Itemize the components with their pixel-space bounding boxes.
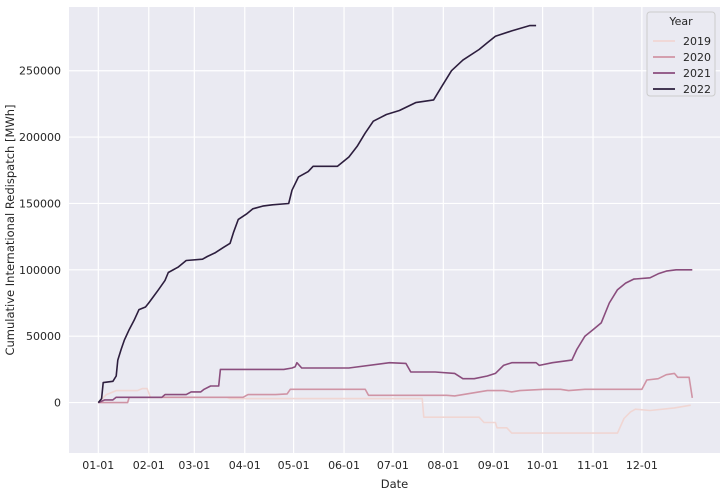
y-tick-label: 0 (54, 397, 61, 410)
legend-box (646, 11, 716, 97)
legend-label-2020: 2020 (683, 51, 711, 64)
y-tick-label: 250000 (19, 65, 61, 78)
y-tick-label: 50000 (26, 330, 61, 343)
series-lines (97, 24, 694, 434)
x-tick-label: 07-01 (377, 459, 409, 472)
x-tick-label: 12-01 (626, 459, 658, 472)
y-tick-label: 200000 (19, 131, 61, 144)
series-line-2020 (98, 372, 694, 404)
y-tick-label: 150000 (19, 197, 61, 210)
y-tick-labels: 0 50000 100000 150000 200000 250000 (19, 65, 61, 410)
x-tick-label: 06-01 (328, 459, 360, 472)
legend-label-2021: 2021 (683, 67, 711, 80)
x-axis-title: Date (381, 477, 409, 491)
series-line-2022 (97, 24, 537, 404)
legend-label-2019: 2019 (683, 35, 711, 48)
series-line-2021 (97, 269, 693, 404)
x-tick-label: 04-01 (229, 459, 261, 472)
x-tick-label: 01-01 (82, 459, 114, 472)
x-tick-label: 05-01 (278, 459, 310, 472)
series-line-2019 (97, 387, 691, 434)
x-tick-label: 03-01 (178, 459, 210, 472)
x-tick-label: 02-01 (133, 459, 165, 472)
x-tick-label: 08-01 (427, 459, 459, 472)
x-tick-label: 11-01 (577, 459, 609, 472)
x-tick-labels: 01-01 02-01 03-01 04-01 05-01 06-01 07-01 08-01… (82, 459, 658, 472)
x-tick-label: 09-01 (478, 459, 510, 472)
y-tick-label: 100000 (19, 264, 61, 277)
legend-title: Year (668, 15, 693, 28)
plot-area (69, 7, 720, 453)
x-tick-label: 10-01 (527, 459, 559, 472)
legend-label-2022: 2022 (683, 83, 711, 96)
y-axis-title: Cumulative International Redispatch [MWh… (3, 104, 17, 355)
grid-lines (69, 7, 720, 453)
legend: Year 2019 2020 2021 2022 (646, 11, 716, 97)
